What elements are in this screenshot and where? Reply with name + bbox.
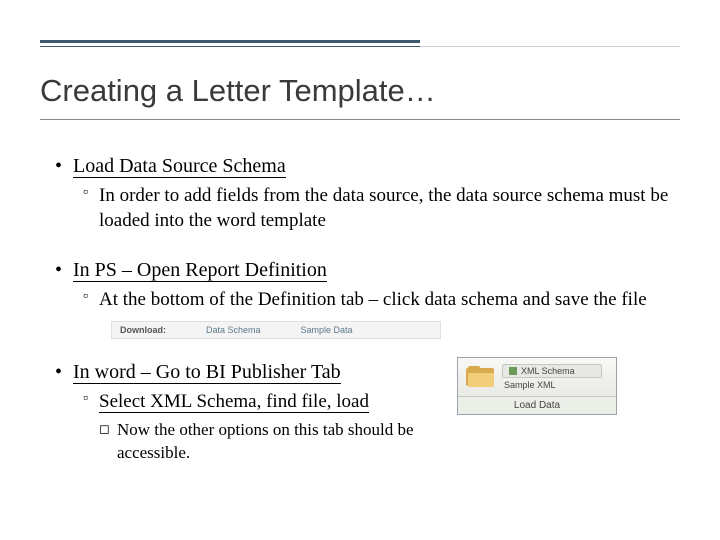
bi-publisher-widget: XML Schema Sample XML Load Data — [457, 357, 617, 415]
sub-bullet-text: Select XML Schema, find file, load — [99, 391, 369, 413]
load-data-label: Load Data — [458, 396, 616, 414]
sample-xml-label: Sample XML — [502, 380, 602, 390]
decorative-border-thin-gap — [420, 46, 680, 47]
decorative-border-gap — [420, 40, 680, 43]
download-strip: Download: Data Schema Sample Data — [111, 321, 441, 339]
bullet-ps-report: In PS – Open Report Definition — [55, 259, 680, 282]
bullet-word-bi: In word – Go to BI Publisher Tab — [55, 361, 445, 384]
sub-bullet-load-schema: In order to add fields from the data sou… — [55, 184, 680, 233]
download-label: Download: — [120, 325, 166, 335]
download-link-sample[interactable]: Sample Data — [301, 325, 353, 335]
bullet-load-schema: Load Data Source Schema — [55, 155, 680, 178]
slide-title: Creating a Letter Template… — [40, 73, 680, 120]
bullet-heading: In PS – Open Report Definition — [73, 259, 327, 282]
bullet-heading: Load Data Source Schema — [73, 155, 286, 178]
download-link-schema[interactable]: Data Schema — [206, 325, 261, 335]
sub-bullet-word-bi: Select XML Schema, find file, load — [55, 390, 445, 415]
folder-icon — [466, 366, 494, 388]
xml-icon — [509, 367, 517, 375]
xml-schema-button[interactable]: XML Schema — [502, 364, 602, 378]
subsub-note: Now the other options on this tab should… — [55, 419, 445, 465]
sub-bullet-ps-report: At the bottom of the Definition tab – cl… — [55, 288, 680, 313]
bullet-heading: In word – Go to BI Publisher Tab — [73, 361, 341, 384]
xml-schema-label: XML Schema — [521, 366, 575, 376]
slide-content: Load Data Source Schema In order to add … — [55, 155, 680, 465]
